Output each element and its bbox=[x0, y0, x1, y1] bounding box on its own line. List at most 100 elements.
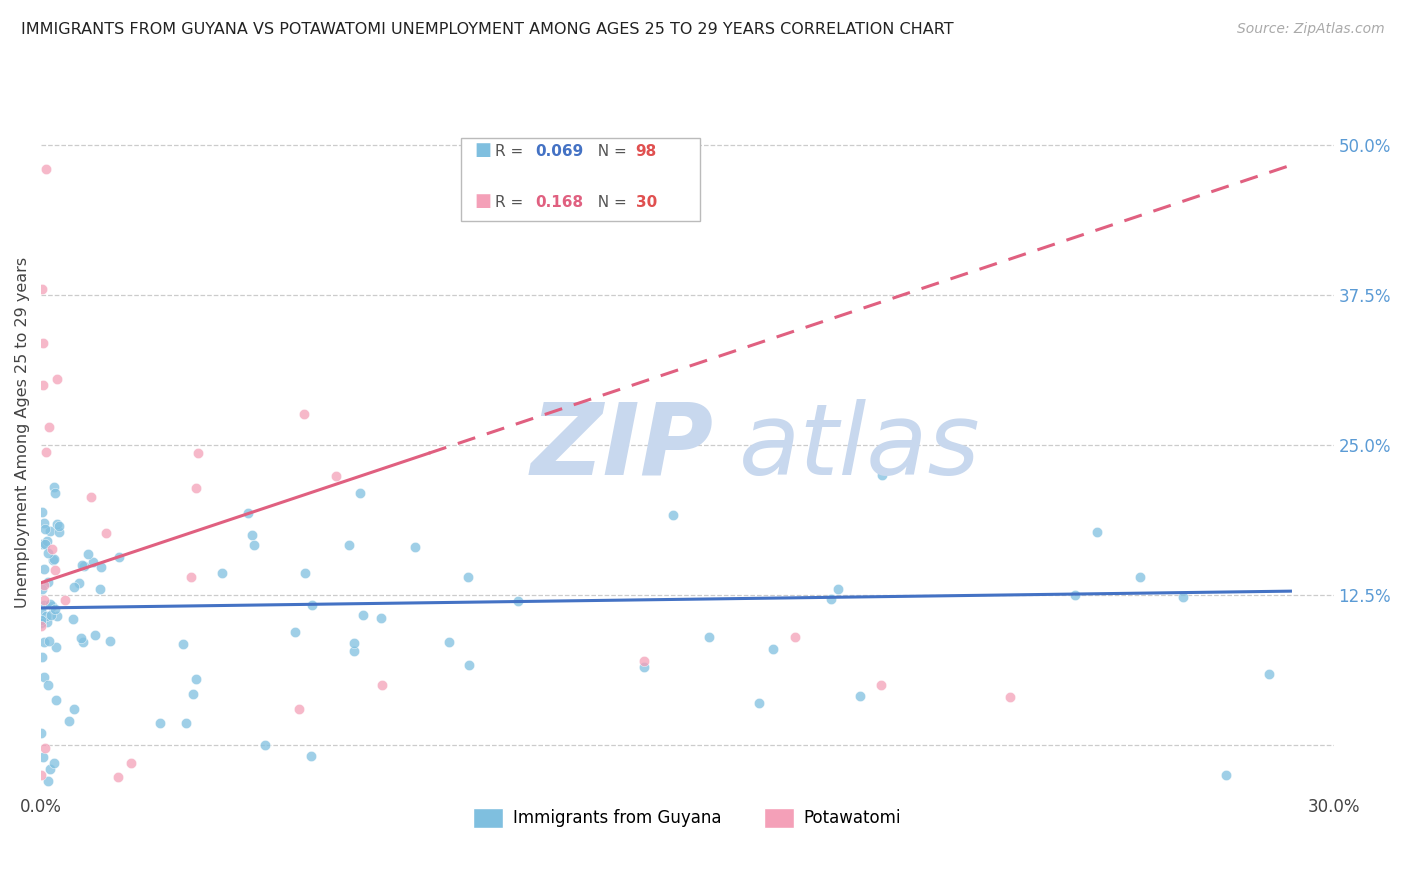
Point bbox=[107, 770, 129, 784]
Point bbox=[343, 635, 366, 649]
Text: atlas: atlas bbox=[740, 399, 980, 496]
Point bbox=[292, 407, 315, 421]
Text: 30: 30 bbox=[636, 194, 657, 210]
Text: N =: N = bbox=[588, 194, 631, 210]
Point bbox=[108, 549, 131, 564]
Point bbox=[174, 715, 197, 730]
Point bbox=[34, 741, 56, 756]
Point bbox=[39, 597, 62, 611]
Point bbox=[1215, 767, 1237, 781]
Point bbox=[1257, 666, 1279, 681]
Point bbox=[240, 528, 263, 542]
Text: ■: ■ bbox=[474, 141, 491, 160]
Point bbox=[94, 526, 117, 541]
Point bbox=[253, 738, 276, 752]
Point bbox=[62, 611, 84, 625]
Point bbox=[37, 678, 59, 692]
Point bbox=[34, 522, 56, 536]
Point bbox=[83, 628, 105, 642]
Point bbox=[457, 570, 479, 584]
Point bbox=[45, 640, 67, 654]
Point bbox=[325, 469, 347, 483]
Point bbox=[35, 615, 58, 630]
Point bbox=[1064, 588, 1087, 602]
Point bbox=[48, 525, 70, 540]
Point bbox=[633, 654, 655, 668]
Point bbox=[370, 678, 392, 692]
Point bbox=[343, 644, 366, 658]
Point bbox=[46, 372, 69, 386]
Point bbox=[848, 689, 870, 703]
Text: ZIP: ZIP bbox=[530, 399, 713, 496]
Point bbox=[37, 574, 59, 589]
Point bbox=[236, 506, 259, 520]
Point bbox=[39, 607, 62, 622]
Point bbox=[30, 604, 52, 618]
Y-axis label: Unemployment Among Ages 25 to 29 years: Unemployment Among Ages 25 to 29 years bbox=[15, 257, 30, 608]
Point bbox=[72, 635, 94, 649]
Point bbox=[90, 560, 112, 574]
Point bbox=[38, 762, 60, 776]
Point bbox=[32, 599, 55, 613]
Point bbox=[349, 486, 371, 500]
Point bbox=[32, 635, 55, 649]
Point bbox=[1129, 570, 1152, 584]
Point bbox=[35, 445, 58, 459]
Point bbox=[76, 547, 98, 561]
Point bbox=[827, 582, 849, 596]
Point bbox=[62, 580, 84, 594]
Legend: Immigrants from Guyana, Potawatomi: Immigrants from Guyana, Potawatomi bbox=[467, 801, 908, 835]
Point bbox=[633, 659, 655, 673]
Point bbox=[41, 541, 63, 556]
Point bbox=[70, 558, 93, 573]
Point bbox=[242, 539, 264, 553]
Point bbox=[211, 566, 233, 580]
Point bbox=[48, 518, 70, 533]
Point bbox=[186, 481, 208, 495]
Point bbox=[62, 701, 84, 715]
Point bbox=[38, 524, 60, 538]
Point bbox=[73, 558, 96, 573]
Point bbox=[149, 715, 172, 730]
Point bbox=[69, 632, 91, 646]
Point bbox=[187, 446, 209, 460]
Text: IMMIGRANTS FROM GUYANA VS POTAWATOMI UNEMPLOYMENT AMONG AGES 25 TO 29 YEARS CORR: IMMIGRANTS FROM GUYANA VS POTAWATOMI UNE… bbox=[21, 22, 953, 37]
Point bbox=[32, 516, 55, 530]
Point bbox=[38, 419, 60, 434]
Point bbox=[661, 508, 683, 522]
Point bbox=[184, 672, 207, 686]
Point bbox=[32, 669, 55, 683]
Point bbox=[31, 582, 53, 597]
Point bbox=[32, 593, 55, 607]
Point bbox=[32, 749, 55, 764]
Point bbox=[872, 468, 894, 483]
Text: N =: N = bbox=[588, 145, 631, 160]
Point bbox=[30, 616, 52, 631]
Point bbox=[284, 625, 307, 640]
Point bbox=[1000, 690, 1022, 704]
Point bbox=[458, 657, 481, 672]
Point bbox=[32, 578, 55, 592]
Text: R =: R = bbox=[495, 145, 527, 160]
Point bbox=[31, 505, 53, 519]
Point bbox=[31, 650, 53, 665]
Point bbox=[288, 701, 311, 715]
Point bbox=[37, 533, 59, 548]
Point bbox=[41, 599, 63, 614]
Text: 0.069: 0.069 bbox=[534, 145, 583, 160]
Point bbox=[697, 630, 720, 644]
Point bbox=[82, 555, 104, 569]
Text: R =: R = bbox=[495, 194, 527, 210]
Point bbox=[762, 641, 785, 656]
Point bbox=[42, 552, 65, 566]
Point bbox=[783, 630, 806, 644]
Point bbox=[53, 593, 76, 607]
Point bbox=[89, 582, 111, 596]
Point bbox=[46, 516, 69, 531]
Point bbox=[30, 613, 52, 627]
Point bbox=[31, 537, 53, 551]
Text: 0.168: 0.168 bbox=[534, 194, 583, 210]
Point bbox=[30, 767, 52, 781]
Point bbox=[31, 614, 53, 628]
Point bbox=[32, 562, 55, 576]
